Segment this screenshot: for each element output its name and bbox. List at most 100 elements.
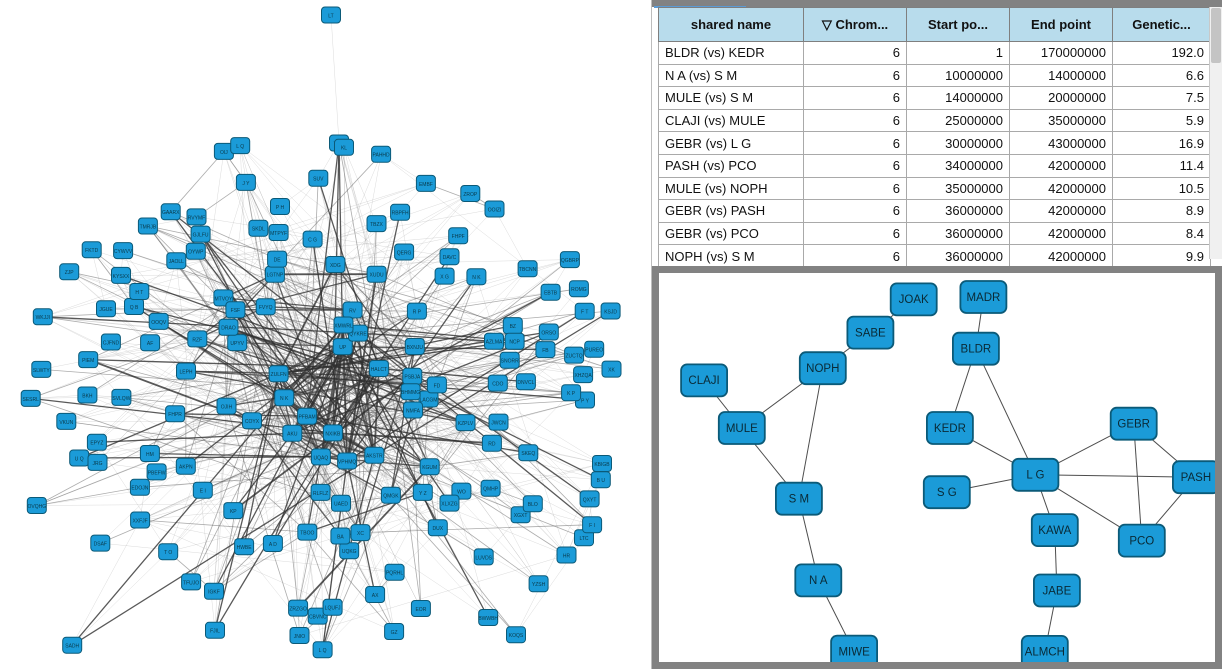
svg-text:TBZX: TBZX: [370, 222, 383, 228]
svg-text:XDG: XDG: [330, 263, 341, 269]
svg-text:C G: C G: [308, 238, 317, 244]
svg-text:DSAF: DSAF: [94, 542, 107, 548]
svg-text:P Y: P Y: [581, 398, 590, 404]
svg-text:KZPLV: KZPLV: [458, 421, 474, 427]
svg-text:JABE: JABE: [1043, 585, 1072, 597]
svg-text:ZROP: ZROP: [463, 192, 478, 198]
svg-text:SKDL: SKDL: [252, 227, 265, 233]
svg-text:OIJ: OIJ: [220, 150, 228, 156]
svg-text:CJFND: CJFND: [103, 340, 120, 346]
svg-text:UPYV: UPYV: [230, 341, 244, 347]
svg-text:N A: N A: [809, 575, 828, 587]
svg-text:PASH: PASH: [1181, 472, 1211, 484]
svg-text:HALCT: HALCT: [371, 367, 387, 373]
svg-text:X G: X G: [440, 275, 449, 281]
svg-text:XHZQA: XHZQA: [574, 373, 592, 379]
svg-text:RV: RV: [349, 308, 357, 314]
svg-text:QMHP: QMHP: [483, 487, 499, 493]
svg-text:R P: R P: [413, 310, 422, 316]
svg-text:KAWA: KAWA: [1038, 525, 1071, 537]
svg-text:JGUE: JGUE: [99, 307, 113, 313]
svg-text:KBIGB: KBIGB: [594, 462, 610, 468]
svg-text:S G: S G: [937, 487, 957, 499]
svg-text:U Q: U Q: [75, 456, 84, 462]
svg-text:HM: HM: [146, 452, 154, 458]
svg-text:WKJJI: WKJJI: [36, 315, 50, 321]
svg-text:AZLMA: AZLMA: [486, 340, 503, 346]
svg-text:XLXZG: XLXZG: [441, 502, 458, 508]
svg-text:GJLFU: GJLFU: [193, 233, 209, 239]
svg-text:PCO: PCO: [1129, 535, 1154, 547]
svg-text:KYSXX: KYSXX: [113, 274, 130, 280]
svg-text:B U: B U: [597, 478, 606, 484]
svg-text:BLO: BLO: [528, 502, 538, 508]
svg-text:FHPF: FHPF: [452, 234, 465, 240]
svg-text:NMFA: NMFA: [406, 408, 421, 414]
svg-text:SVLQW: SVLQW: [112, 396, 130, 402]
svg-text:MULE: MULE: [726, 423, 758, 435]
svg-text:ORSO: ORSO: [541, 330, 556, 336]
svg-text:XC: XC: [357, 531, 364, 537]
svg-text:ZUCTQ: ZUCTQ: [565, 354, 582, 360]
svg-text:RBPFH: RBPFH: [392, 211, 409, 217]
svg-text:Y Z: Y Z: [419, 491, 427, 497]
svg-text:PAHHD: PAHHD: [373, 153, 391, 159]
svg-text:DNVCL: DNVCL: [517, 380, 534, 386]
svg-text:E I: E I: [200, 489, 206, 495]
svg-text:GAARX: GAARX: [162, 210, 180, 216]
svg-text:LQUFJ: LQUFJ: [325, 606, 341, 612]
svg-text:AF: AF: [147, 341, 153, 347]
svg-text:DAVC: DAVC: [443, 255, 457, 261]
svg-text:KL: KL: [341, 146, 347, 152]
svg-text:DE: DE: [274, 258, 282, 264]
svg-text:RLFLZ: RLFLZ: [313, 491, 328, 497]
svg-text:PBEFW: PBEFW: [148, 470, 166, 476]
svg-text:FHPR: FHPR: [168, 412, 182, 418]
svg-text:SKEQ: SKEQ: [521, 451, 535, 457]
svg-text:XXFJF: XXFJF: [132, 518, 147, 524]
svg-text:YZSH: YZSH: [532, 582, 546, 588]
svg-text:UP: UP: [339, 345, 347, 351]
svg-text:Q B: Q B: [130, 305, 139, 311]
svg-text:SUV: SUV: [313, 177, 324, 183]
svg-text:NOPH: NOPH: [806, 363, 839, 375]
svg-text:KOQS: KOQS: [509, 633, 524, 639]
svg-text:LGTNP: LGTNP: [267, 273, 284, 279]
svg-text:FSF: FSF: [231, 308, 240, 314]
svg-text:EMBF: EMBF: [419, 182, 433, 188]
svg-text:SESRL: SESRL: [22, 397, 39, 403]
svg-text:OVQHG: OVQHG: [27, 504, 46, 510]
svg-text:QXYT: QXYT: [583, 497, 597, 503]
svg-text:JNIO: JNIO: [294, 634, 306, 640]
svg-text:LACGM: LACGM: [420, 397, 438, 403]
svg-text:L Q: L Q: [319, 648, 327, 654]
svg-text:LT: LT: [328, 13, 333, 19]
svg-text:AX: AX: [372, 593, 379, 599]
svg-text:PFBAM: PFBAM: [298, 415, 315, 421]
svg-text:LUVDS: LUVDS: [475, 555, 492, 561]
svg-text:WO: WO: [457, 490, 466, 496]
svg-text:JWCN: JWCN: [491, 421, 506, 427]
svg-text:BLDR: BLDR: [961, 344, 992, 356]
svg-text:GEBR: GEBR: [1117, 419, 1150, 431]
svg-text:EBTB: EBTB: [544, 291, 558, 297]
svg-text:GZ: GZ: [391, 630, 398, 636]
svg-text:N K: N K: [280, 396, 289, 402]
svg-text:T O: T O: [164, 550, 172, 556]
svg-text:EPYZ: EPYZ: [90, 441, 103, 447]
svg-text:L Q: L Q: [236, 144, 244, 150]
svg-text:K P: K P: [567, 391, 576, 397]
svg-text:FD: FD: [434, 383, 441, 389]
svg-text:KGUM: KGUM: [422, 465, 437, 471]
svg-text:EDOJN: EDOJN: [131, 486, 148, 492]
svg-text:MIWE: MIWE: [838, 646, 870, 658]
svg-text:XGXT: XGXT: [514, 513, 528, 519]
svg-text:S M: S M: [789, 494, 809, 506]
svg-text:XUDU: XUDU: [370, 273, 385, 279]
svg-text:ZULFN: ZULFN: [271, 372, 288, 378]
svg-text:VPHMQ: VPHMQ: [338, 459, 356, 465]
svg-text:CLAJI: CLAJI: [688, 375, 719, 387]
svg-text:H T: H T: [135, 290, 143, 296]
svg-text:BZ: BZ: [510, 324, 516, 330]
svg-text:TFUJO: TFUJO: [183, 580, 199, 586]
